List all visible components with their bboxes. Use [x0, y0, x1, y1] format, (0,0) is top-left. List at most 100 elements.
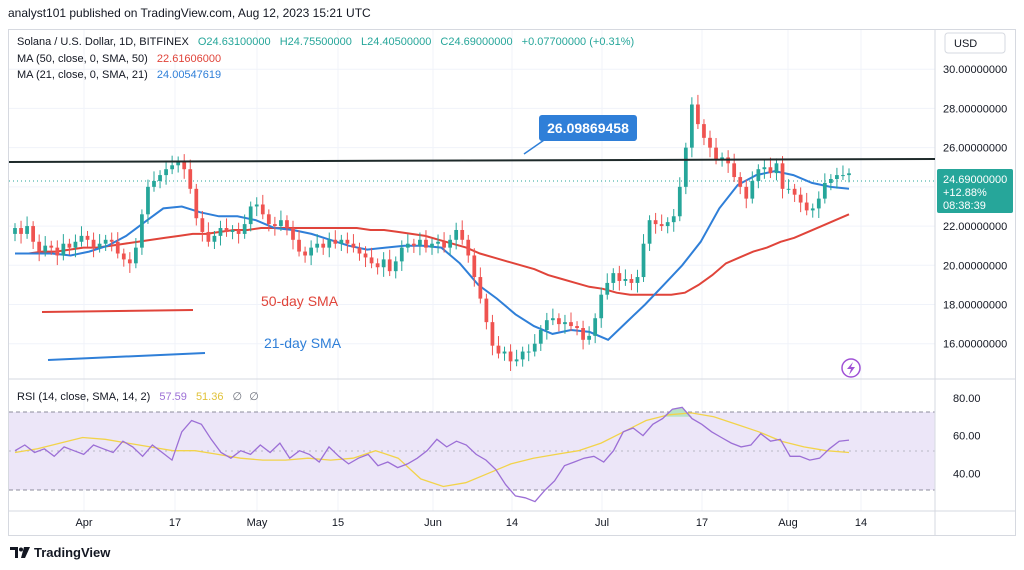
legend-ma50-label: MA (50, close, 0, SMA, 50): [17, 53, 148, 65]
candle-body: [430, 243, 434, 248]
candle-body: [563, 322, 567, 325]
chart-frame[interactable]: 26.09869458 50-day SMA 21-day SMA 30.000…: [8, 29, 1016, 536]
legend-empty-icon-2: ∅: [249, 391, 259, 403]
candle-body: [581, 328, 585, 340]
candle-body: [780, 163, 785, 189]
time-axis-label: Aug: [778, 517, 798, 529]
events-badge-icon[interactable]: [841, 358, 861, 378]
candle-body: [520, 351, 525, 360]
resistance-callout[interactable]: 26.09869458: [523, 115, 637, 155]
ma21-line: [15, 170, 850, 341]
candle-body: [835, 175, 839, 180]
rsi-tick-label: 60.00: [953, 431, 981, 443]
candle-body: [152, 180, 156, 187]
candle-body: [369, 257, 374, 264]
candle-body: [55, 247, 60, 256]
candle-body: [254, 204, 259, 207]
candle-body: [786, 188, 791, 190]
candle-body: [31, 226, 36, 242]
candle-body: [242, 224, 247, 234]
candle-body: [230, 229, 235, 232]
legend: Solana / U.S. Dollar, 1D, BITFINEX O24.6…: [17, 36, 634, 403]
legend-rsi-label: RSI (14, close, SMA, 14, 2): [17, 391, 150, 403]
candle-body: [19, 228, 23, 234]
candle-body: [641, 243, 646, 278]
candle-body: [689, 104, 694, 148]
candle-body: [387, 259, 392, 272]
candle-body: [176, 161, 181, 166]
candle-body: [647, 220, 652, 244]
time-axis-label: 15: [332, 517, 344, 529]
candle-body: [91, 239, 96, 248]
candle-body: [750, 180, 755, 199]
legend-rsi-value: 57.59: [159, 391, 187, 403]
candle-body: [49, 245, 54, 248]
candle-body: [532, 343, 537, 352]
rsi-axis[interactable]: 80.00 60.00 40.00: [953, 393, 981, 480]
candle-body: [260, 204, 265, 215]
resistance-line[interactable]: [9, 158, 936, 163]
time-axis-label: Jul: [595, 517, 609, 529]
candle-body: [85, 235, 90, 240]
candle-body: [164, 169, 168, 176]
candle-body: [133, 247, 138, 264]
candle-body: [502, 351, 507, 354]
publisher-header: analyst101 published on TradingView.com,…: [8, 6, 371, 20]
candle-body: [732, 163, 737, 178]
chart-svg[interactable]: 26.09869458 50-day SMA 21-day SMA 30.000…: [9, 30, 1015, 535]
candle-body: [774, 163, 779, 174]
candle-body: [484, 298, 489, 323]
time-axis-label: Jun: [424, 517, 442, 529]
candle-body: [170, 165, 175, 170]
candle-body: [575, 326, 579, 329]
candle-body: [339, 239, 344, 244]
candle-body: [13, 228, 17, 234]
currency-button[interactable]: USD: [944, 32, 1006, 54]
legend-rsi-ma-value: 51.36: [196, 391, 224, 403]
candle-body: [297, 239, 301, 252]
candle-body: [569, 322, 573, 327]
svg-text:Solana / U.S. Dollar, 1D, BITF: Solana / U.S. Dollar, 1D, BITFINEX O24.6…: [17, 36, 634, 48]
candle-body: [744, 186, 749, 199]
candle-body: [665, 222, 670, 227]
candle-body: [478, 277, 483, 299]
candle-body: [194, 188, 199, 219]
candle-body: [611, 273, 616, 283]
svg-text:RSI (14, close, SMA, 14, 2): RSI (14, close, SMA, 14, 2) 57.59 51.36 …: [17, 391, 259, 403]
candle-body: [272, 224, 277, 227]
currency-button-label[interactable]: USD: [954, 38, 977, 50]
candle-body: [490, 322, 495, 346]
legend-ma21-value: 24.00547619: [157, 69, 221, 81]
candle-body: [841, 175, 845, 177]
candle-body: [279, 220, 283, 227]
candle-body: [720, 157, 724, 160]
candle-body: [79, 235, 84, 242]
candle-body: [544, 320, 549, 330]
candle-body: [798, 194, 803, 203]
candle-body: [248, 206, 253, 225]
candle-body: [37, 241, 42, 252]
candle-body: [206, 231, 211, 242]
candles-group: [13, 94, 851, 371]
candle-body: [121, 253, 126, 260]
candle-body: [309, 247, 314, 256]
candle-body: [659, 224, 664, 227]
candle-body: [43, 245, 48, 252]
candle-body: [285, 220, 289, 229]
price-tag-countdown: 08:38:39: [943, 200, 986, 212]
candle-body: [538, 329, 543, 344]
time-axis[interactable]: Apr 17 May 15 Jun 14 Jul 17 Aug 14: [75, 517, 867, 529]
candle-body: [702, 124, 706, 138]
candle-body: [847, 173, 851, 176]
time-axis-label: May: [247, 517, 268, 529]
candle-body: [381, 259, 386, 268]
currency-button-box[interactable]: [944, 32, 1006, 54]
time-axis-label: Apr: [75, 517, 92, 529]
price-axis[interactable]: 30.00000000 28.00000000 26.00000000 22.0000…: [943, 64, 1007, 350]
candle-body: [756, 169, 761, 181]
candle-body: [146, 186, 150, 215]
candle-body: [363, 253, 368, 258]
candle-body: [448, 239, 453, 248]
candle-body: [266, 214, 271, 225]
candle-body: [804, 202, 809, 211]
